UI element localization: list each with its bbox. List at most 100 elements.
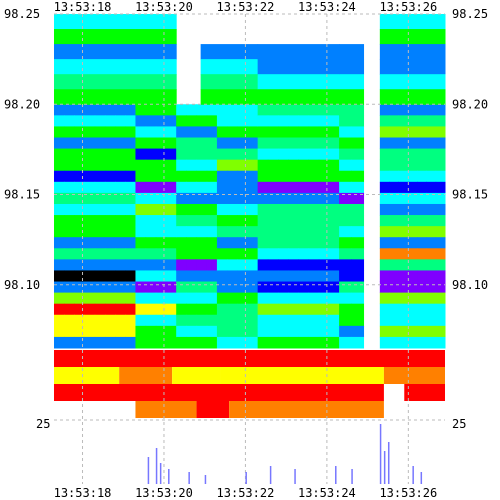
- heat-cell: [216, 226, 228, 238]
- heat-cell: [379, 281, 390, 294]
- heat-cell: [267, 126, 279, 139]
- heat-cell: [206, 270, 218, 283]
- volume-bar: [159, 463, 162, 484]
- depth-band: [54, 367, 120, 384]
- heat-cell: [94, 148, 106, 161]
- heat-cell: [64, 181, 75, 194]
- heat-cell: [74, 281, 86, 294]
- heat-cell: [216, 270, 228, 283]
- heat-cell: [54, 270, 65, 283]
- heat-cell: [308, 325, 320, 338]
- heat-cell: [145, 259, 157, 271]
- heat-cell: [288, 192, 299, 205]
- heat-cell: [64, 126, 75, 139]
- heat-cell: [278, 336, 289, 349]
- heat-cell: [247, 336, 259, 349]
- heat-cell: [216, 115, 228, 127]
- heat-cell: [398, 170, 409, 183]
- heat-cell: [115, 126, 126, 139]
- heat-cell: [237, 303, 248, 316]
- heat-cell: [426, 237, 437, 249]
- heat-cell: [288, 170, 299, 183]
- heat-cell: [267, 325, 279, 338]
- heat-cell: [74, 248, 86, 260]
- heat-cell: [64, 314, 75, 327]
- heat-cell: [308, 159, 320, 172]
- heat-cell: [398, 104, 409, 116]
- heat-cell: [288, 237, 299, 249]
- heat-cell: [64, 159, 75, 172]
- heat-cell: [328, 237, 340, 249]
- heat-cell: [176, 314, 187, 327]
- heat-cell: [339, 226, 352, 238]
- heat-cell: [389, 126, 399, 139]
- heat-cell: [435, 115, 446, 127]
- heat-cell: [407, 203, 418, 216]
- heat-cell: [166, 314, 177, 327]
- y-tick-label-left: 98.10: [4, 278, 40, 292]
- heat-cell: [176, 192, 187, 205]
- heat-cell: [176, 303, 187, 316]
- heat-cell: [64, 226, 75, 238]
- heat-cell: [339, 203, 352, 216]
- heat-cell: [216, 292, 228, 305]
- heat-cell: [426, 203, 437, 216]
- heat-cell: [54, 215, 65, 227]
- heat-cell: [278, 248, 289, 260]
- heat-cell: [257, 259, 269, 271]
- heat-cell: [247, 270, 259, 283]
- heat-cell: [339, 181, 352, 194]
- heat-cell: [278, 226, 289, 238]
- heat-cell: [155, 248, 167, 260]
- heat-cell: [155, 115, 167, 127]
- heat-cell: [206, 181, 218, 194]
- heat-cell: [351, 336, 365, 349]
- heat-cell: [104, 314, 116, 327]
- heat-cell: [94, 259, 106, 271]
- heat-cell: [407, 148, 418, 161]
- heat-cell: [115, 226, 126, 238]
- heat-cell: [54, 325, 65, 338]
- heat-cell: [435, 248, 446, 260]
- heat-cell: [435, 126, 446, 139]
- heat-cell: [74, 137, 86, 150]
- heat-cell: [398, 226, 409, 238]
- heat-cell: [104, 248, 116, 260]
- heat-cell: [135, 104, 147, 116]
- heat-cell: [257, 226, 269, 238]
- heat-cell: [318, 270, 330, 283]
- heat-cell: [247, 137, 259, 150]
- heat-cell: [54, 237, 65, 249]
- x-tick-label-bottom: 13:53:24: [298, 486, 356, 500]
- heat-cell: [328, 325, 340, 338]
- volume-bar: [269, 466, 272, 484]
- heat-cell: [389, 336, 399, 349]
- heat-cell: [389, 115, 399, 127]
- heat-cell: [176, 203, 187, 216]
- heat-cell: [74, 226, 86, 238]
- heat-cell: [426, 281, 437, 294]
- heat-cell: [115, 325, 126, 338]
- volume-bar: [379, 424, 382, 484]
- heat-cell: [186, 270, 198, 283]
- heat-cell: [74, 104, 86, 116]
- heat-cell: [247, 248, 259, 260]
- heat-cell: [389, 137, 399, 150]
- depth-band: [54, 384, 384, 401]
- heat-cell: [288, 115, 299, 127]
- heat-cell: [351, 148, 365, 161]
- heat-cell: [318, 281, 330, 294]
- heat-cell: [407, 126, 418, 139]
- heat-cell: [200, 59, 259, 75]
- heat-cell: [227, 192, 238, 205]
- heat-cell: [64, 137, 75, 150]
- heat-cell: [74, 148, 86, 161]
- heat-cell: [64, 203, 75, 216]
- heat-cell: [435, 203, 446, 216]
- heat-cell: [196, 259, 208, 271]
- heat-cell: [278, 281, 289, 294]
- heat-cell: [166, 325, 177, 338]
- heat-cell: [145, 292, 157, 305]
- heat-cell: [135, 237, 147, 249]
- heat-cell: [54, 336, 65, 349]
